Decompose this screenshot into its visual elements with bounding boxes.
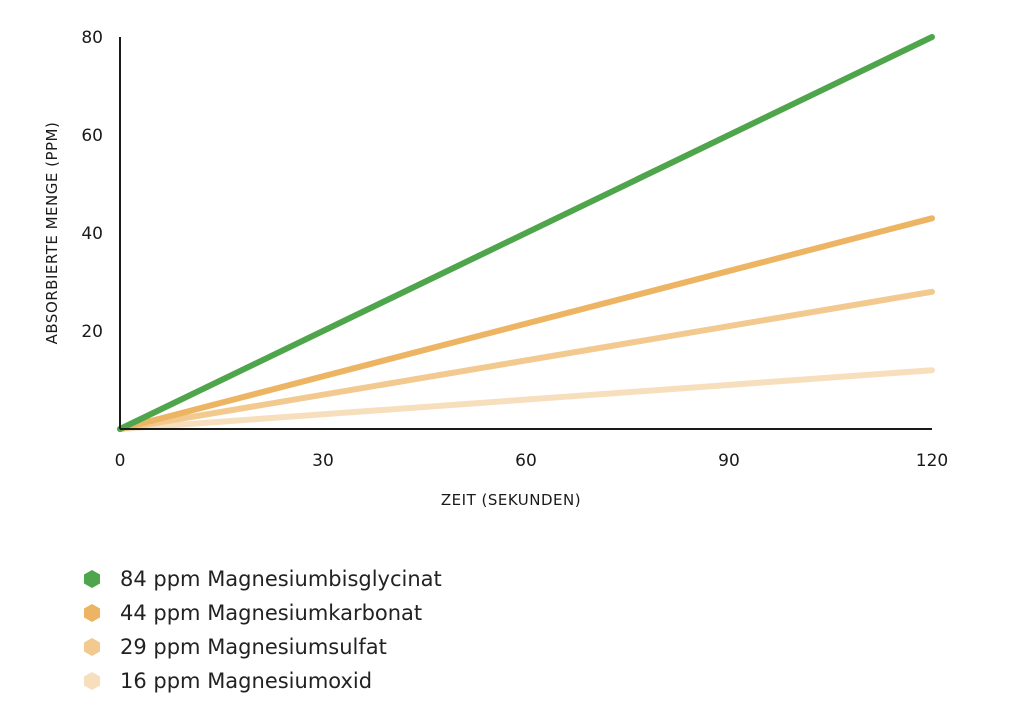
series-line-3 bbox=[117, 288, 935, 432]
legend-item: 44 ppm Magnesiumkarbonat bbox=[82, 596, 442, 630]
series-line-1 bbox=[117, 34, 935, 432]
legend-item: 84 ppm Magnesiumbisglycinat bbox=[82, 562, 442, 596]
series-line-2 bbox=[117, 215, 935, 432]
x-tick-label: 90 bbox=[718, 451, 740, 471]
y-tick-label: 80 bbox=[81, 28, 103, 48]
hexagon-icon bbox=[84, 672, 100, 690]
legend-item: 29 ppm Magnesiumsulfat bbox=[82, 630, 442, 664]
y-tick-labels: 20 40 60 80 bbox=[81, 28, 103, 342]
legend-label: 44 ppm Magnesiumkarbonat bbox=[120, 601, 423, 625]
legend: 84 ppm Magnesiumbisglycinat 44 ppm Magnes… bbox=[82, 562, 442, 698]
legend-label: 84 ppm Magnesiumbisglycinat bbox=[120, 567, 442, 591]
x-tick-label: 30 bbox=[312, 451, 334, 471]
legend-item: 16 ppm Magnesiumoxid bbox=[82, 664, 442, 698]
hexagon-icon bbox=[84, 638, 100, 656]
y-axis-title: ABSORBIERTE MENGE (PPM) bbox=[43, 122, 61, 345]
legend-label: 29 ppm Magnesiumsulfat bbox=[120, 635, 387, 659]
x-axis-title: ZEIT (SEKUNDEN) bbox=[441, 491, 581, 509]
hexagon-icon bbox=[84, 604, 100, 622]
legend-label: 16 ppm Magnesiumoxid bbox=[120, 669, 373, 693]
x-tick-label: 0 bbox=[115, 451, 126, 471]
y-tick-label: 40 bbox=[81, 224, 103, 244]
y-tick-label: 60 bbox=[81, 126, 103, 146]
y-tick-label: 20 bbox=[81, 322, 103, 342]
line-chart: 0 30 60 90 120 20 40 60 80 ZEIT (SEKUNDEN) ABSO… bbox=[43, 28, 949, 509]
x-tick-label: 120 bbox=[916, 451, 948, 471]
series-layer bbox=[117, 34, 935, 432]
x-tick-labels: 0 30 60 90 120 bbox=[115, 451, 949, 471]
hexagon-icon bbox=[84, 570, 100, 588]
series-line-4 bbox=[117, 367, 935, 432]
x-tick-label: 60 bbox=[515, 451, 537, 471]
